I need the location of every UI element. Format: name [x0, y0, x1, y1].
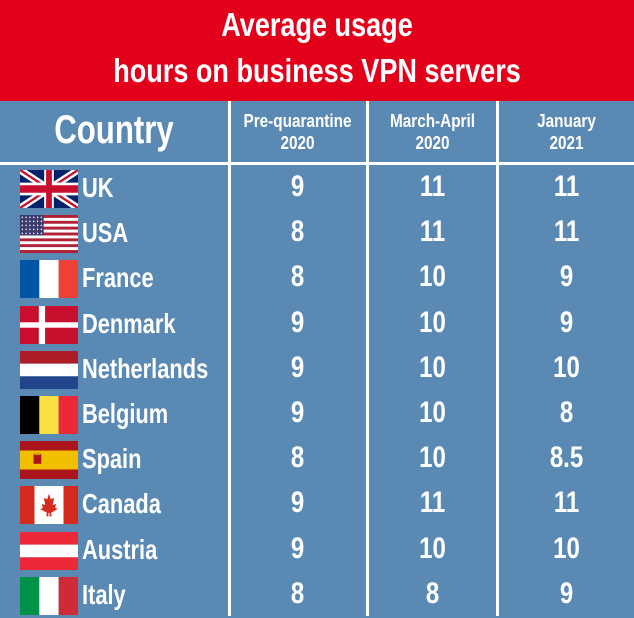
- value-cell: 11: [419, 170, 446, 203]
- table-row: USA 8 11 11: [0, 211, 634, 256]
- header-line: 2020: [415, 133, 450, 153]
- value-cell: 8: [290, 260, 305, 294]
- belgium-flag-icon: [20, 396, 78, 434]
- table-row: Austria 9 10 10: [0, 528, 634, 573]
- header-line: March-April: [389, 111, 475, 131]
- chart-title-line-2: hours on business VPN servers: [113, 52, 521, 89]
- value-cell: 10: [419, 396, 446, 429]
- value-cell: 10: [553, 531, 580, 565]
- country-name: Netherlands: [82, 352, 209, 384]
- austria-flag-icon: [20, 531, 78, 570]
- header-line: January: [537, 111, 596, 131]
- table-row: Canada 9 11 11: [0, 482, 634, 527]
- value-cell: 8: [425, 576, 440, 610]
- value-cell: 9: [559, 305, 574, 339]
- value-cell: 9: [290, 396, 305, 429]
- denmark-flag-icon: [20, 305, 78, 344]
- spain-flag-icon: [20, 441, 78, 480]
- country-name: France: [82, 262, 154, 294]
- value-cell: 8: [290, 576, 305, 610]
- header-line: 2020: [280, 133, 315, 153]
- canada-flag-icon: [20, 486, 78, 525]
- chart-title-line-1: Average usage: [221, 6, 413, 43]
- column-divider: [496, 101, 499, 616]
- country-name: USA: [82, 217, 129, 249]
- value-cell: 9: [559, 260, 574, 294]
- table-row: Spain 8 10 8.5: [0, 437, 634, 482]
- value-cell: 11: [419, 486, 446, 520]
- value-cell: 11: [553, 486, 580, 520]
- value-cell: 10: [419, 531, 446, 565]
- value-cell: 9: [290, 531, 305, 565]
- value-cell: 11: [553, 170, 580, 203]
- header-country: Country: [54, 108, 174, 152]
- country-name: Italy: [82, 578, 126, 610]
- header-divider: [0, 162, 634, 165]
- italy-flag-icon: [20, 576, 78, 615]
- table-row: Belgium 9 10 8: [0, 392, 634, 437]
- value-cell: 9: [290, 305, 305, 339]
- country-name: Denmark: [82, 307, 176, 339]
- france-flag-icon: [20, 260, 78, 299]
- value-cell: 8: [290, 441, 305, 475]
- value-cell: 11: [419, 215, 446, 249]
- value-cell: 9: [290, 486, 305, 520]
- header-line: Pre-quarantine: [243, 111, 352, 131]
- value-cell: 10: [419, 350, 446, 384]
- value-cell: 10: [419, 441, 446, 475]
- value-cell: 9: [290, 350, 305, 384]
- table-row: Italy 8 8 9: [0, 573, 634, 618]
- value-cell: 11: [553, 215, 580, 249]
- uk-flag-icon: [20, 170, 78, 208]
- header-pre-quarantine: Pre-quarantine 2020: [239, 110, 355, 154]
- value-cell: 10: [419, 260, 446, 294]
- country-name: Belgium: [82, 398, 169, 429]
- value-cell: 8: [290, 215, 305, 249]
- table-row: Netherlands 9 10 10: [0, 347, 634, 392]
- country-name: Spain: [82, 443, 142, 475]
- column-divider: [228, 101, 231, 616]
- title-bar: Average usage hours on business VPN serv…: [0, 0, 634, 101]
- table-row: UK 9 11 11: [0, 166, 634, 211]
- header-january: January 2021: [509, 110, 624, 154]
- country-name: Austria: [82, 533, 158, 565]
- value-cell: 8.5: [549, 441, 584, 475]
- usa-flag-icon: [20, 215, 78, 254]
- value-cell: 8: [559, 396, 574, 429]
- country-name: Canada: [82, 488, 161, 520]
- value-cell: 10: [553, 350, 580, 384]
- value-cell: 9: [290, 170, 305, 203]
- header-line: 2021: [549, 133, 584, 153]
- table-row: Denmark 9 10 9: [0, 302, 634, 347]
- value-cell: 9: [559, 576, 574, 610]
- header-march-april: March-April 2020: [379, 110, 487, 154]
- value-cell: 10: [419, 305, 446, 339]
- country-name: UK: [82, 172, 114, 203]
- netherlands-flag-icon: [20, 350, 78, 389]
- table-row: France 8 10 9: [0, 256, 634, 301]
- column-divider: [366, 101, 369, 616]
